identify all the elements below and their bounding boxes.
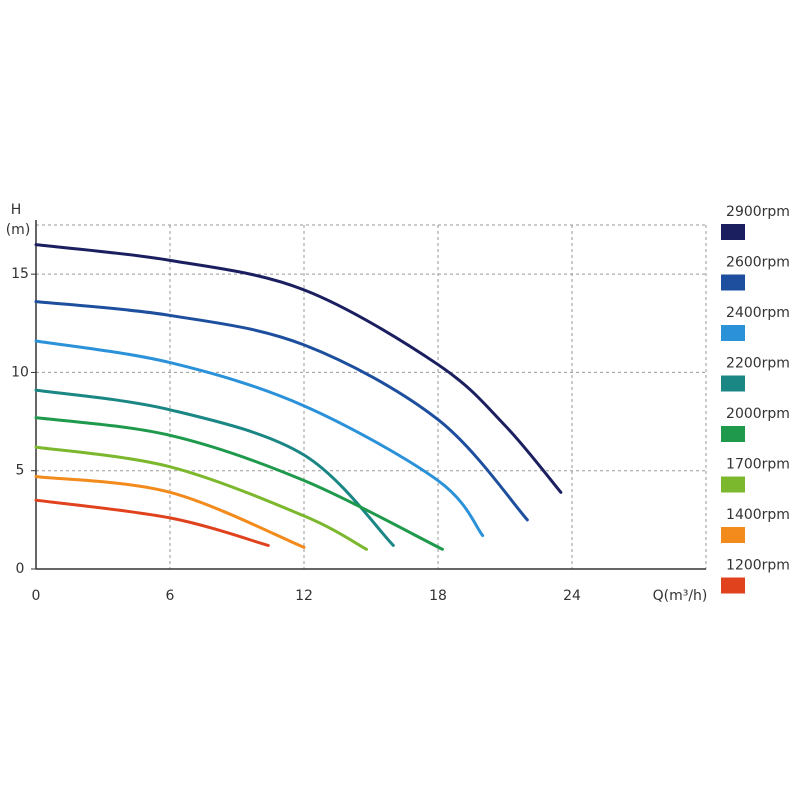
- legend-swatch: [721, 274, 745, 291]
- pump-curve: [34, 416, 444, 551]
- legend-label: 1200rpm: [726, 558, 790, 574]
- x-tick-label: 18: [429, 588, 447, 604]
- legend-label: 1700rpm: [726, 457, 790, 473]
- pump-curve: [34, 445, 369, 551]
- x-tick-label: 0: [32, 588, 41, 604]
- y-axis-label: H: [11, 202, 22, 218]
- pump-curve: [34, 339, 485, 538]
- legend-swatch: [721, 426, 745, 442]
- x-tick-label: 24: [563, 588, 581, 604]
- pump-curve: [34, 300, 529, 522]
- legend-swatch: [721, 476, 745, 493]
- y-axis-unit: (m): [6, 222, 31, 238]
- x-axis-label: Q(m³/h): [653, 588, 708, 604]
- pump-curve: [34, 388, 395, 547]
- y-tick-label: 15: [11, 266, 29, 282]
- legend-swatch: [721, 527, 745, 543]
- y-tick-label: 0: [16, 561, 25, 577]
- x-tick-label: 12: [295, 588, 313, 604]
- legend-label: 2600rpm: [726, 255, 790, 271]
- legend-label: 2200rpm: [726, 356, 790, 372]
- legend-label: 2000rpm: [726, 406, 790, 422]
- pump-curve: [34, 498, 270, 547]
- legend-label: 2900rpm: [726, 204, 790, 220]
- legend-swatch: [721, 577, 745, 594]
- x-tick-label: 6: [166, 588, 175, 604]
- pump-curve: [34, 475, 306, 549]
- y-tick-label: 5: [16, 463, 25, 479]
- pump-curve: [34, 243, 563, 494]
- legend-label: 2400rpm: [726, 305, 790, 321]
- legend-swatch: [721, 375, 745, 392]
- legend-swatch: [721, 224, 745, 240]
- y-tick-label: 10: [11, 364, 29, 380]
- legend-swatch: [721, 325, 745, 341]
- legend-label: 1400rpm: [726, 507, 790, 523]
